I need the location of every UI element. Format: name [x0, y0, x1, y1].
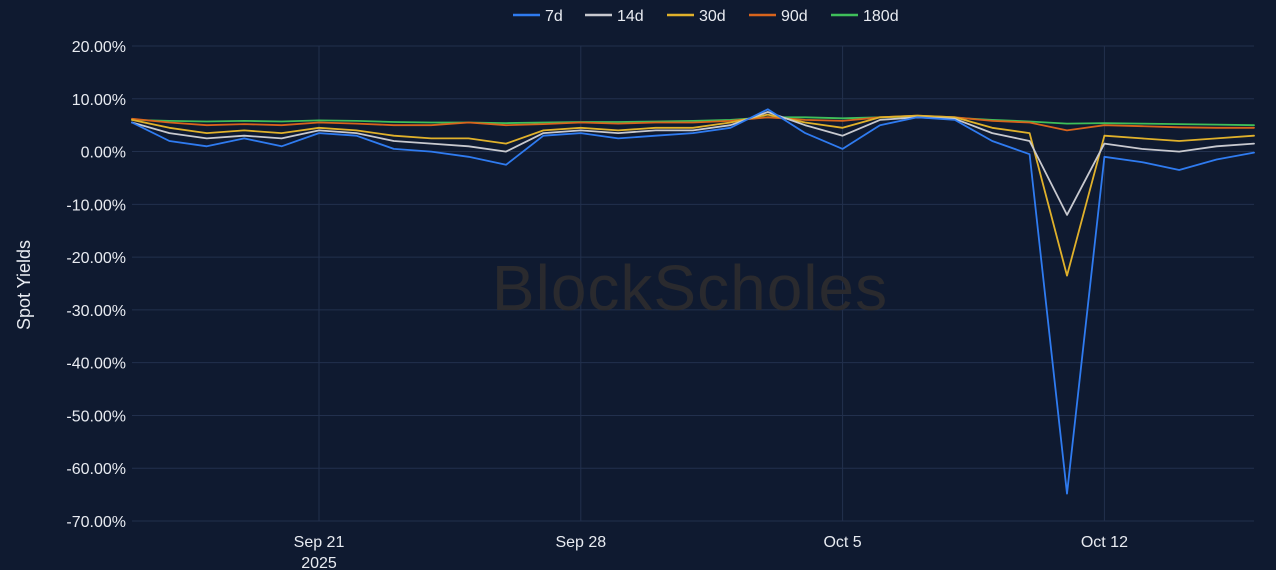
- grid-lines: [132, 45, 1254, 522]
- legend-item-7d[interactable]: 7d: [513, 8, 563, 25]
- legend-label: 7d: [545, 8, 563, 25]
- legend-item-30d[interactable]: 30d: [667, 8, 726, 25]
- series-line-14d: [131, 111, 1255, 216]
- series-line-7d: [131, 108, 1255, 495]
- y-tick-label: -40.00%: [66, 356, 126, 373]
- legend-label: 30d: [699, 8, 726, 25]
- legend: 7d 14d 30d 90d 180d: [513, 8, 899, 25]
- y-tick-label: 10.00%: [72, 92, 126, 109]
- x-axis-ticks: Sep 21 2025 Sep 28 Oct 5 Oct 12: [294, 534, 1128, 570]
- y-axis-title: Spot Yields: [14, 240, 34, 330]
- y-tick-label: -60.00%: [66, 461, 126, 478]
- series-line-30d: [131, 113, 1255, 277]
- series-line-90d: [131, 114, 1255, 132]
- x-tick-year-label: 2025: [301, 555, 337, 570]
- legend-label: 180d: [863, 8, 899, 25]
- y-tick-label: -70.00%: [66, 514, 126, 531]
- series-line-180d: [131, 115, 1255, 127]
- series-layer: [131, 108, 1255, 495]
- legend-item-90d[interactable]: 90d: [749, 8, 808, 25]
- y-tick-label: -10.00%: [66, 197, 126, 214]
- y-axis-ticks: 20.00% 10.00% 0.00% -10.00% -20.00% -30.00% -4…: [66, 39, 126, 531]
- x-tick-label: Oct 5: [823, 534, 861, 551]
- x-tick-label: Sep 21: [294, 534, 345, 551]
- legend-item-180d[interactable]: 180d: [831, 8, 899, 25]
- y-tick-label: -30.00%: [66, 303, 126, 320]
- legend-item-14d[interactable]: 14d: [585, 8, 644, 25]
- watermark-text: BlockScholes: [492, 252, 888, 324]
- x-tick-label: Sep 28: [555, 534, 606, 551]
- y-tick-label: 20.00%: [72, 39, 126, 56]
- y-tick-label: -50.00%: [66, 408, 126, 425]
- y-tick-label: -20.00%: [66, 250, 126, 267]
- legend-label: 90d: [781, 8, 808, 25]
- legend-label: 14d: [617, 8, 644, 25]
- y-tick-label: 0.00%: [81, 145, 126, 162]
- x-tick-label: Oct 12: [1081, 534, 1128, 551]
